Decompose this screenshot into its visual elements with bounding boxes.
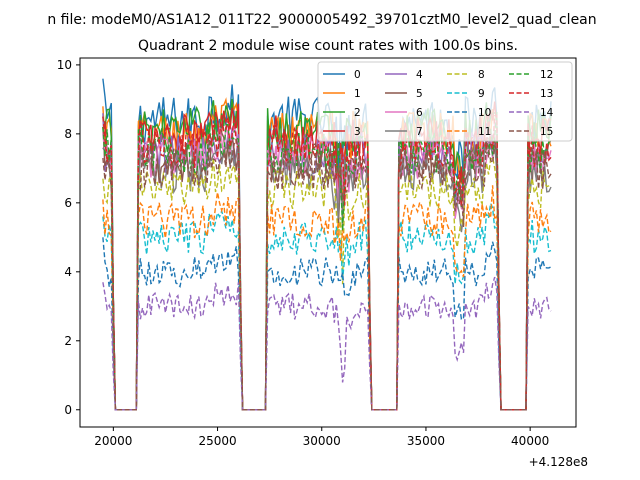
x-tick-label: 40000	[511, 434, 549, 448]
y-tick-label: 8	[64, 127, 72, 141]
y-tick-label: 6	[64, 196, 72, 210]
legend-label-5: 5	[416, 88, 423, 100]
series-line-10	[102, 237, 552, 411]
legend-box	[317, 61, 573, 142]
legend-label-3: 3	[354, 126, 361, 138]
legend-label-12: 12	[540, 69, 553, 81]
legend-label-8: 8	[478, 69, 485, 81]
chart-title: Quadrant 2 module wise count rates with …	[138, 38, 518, 54]
legend-label-15: 15	[540, 126, 553, 138]
series-line-9	[102, 200, 552, 411]
legend-label-9: 9	[478, 88, 485, 100]
series-line-14	[102, 276, 552, 411]
legend-label-4: 4	[416, 69, 423, 81]
legend-label-0: 0	[354, 69, 361, 81]
y-axis: 0 2 4 6 8 10	[57, 58, 80, 417]
legend-label-10: 10	[478, 107, 491, 119]
series-line-8	[102, 155, 552, 411]
y-tick-label: 4	[64, 265, 72, 279]
suptitle: n file: modeM0/AS1A12_011T22_9000005492_…	[47, 12, 596, 28]
y-tick-label: 10	[57, 58, 72, 72]
x-tick-label: 20000	[94, 434, 132, 448]
legend-label-6: 6	[416, 107, 423, 119]
series-line-11	[102, 185, 552, 411]
x-offset-label: +4.128e8	[529, 455, 588, 469]
x-axis: 20000 25000 30000 35000 40000	[94, 427, 549, 448]
y-tick-label: 2	[64, 334, 72, 348]
series-line-13	[102, 112, 552, 411]
series-line-12	[102, 111, 552, 411]
legend-label-2: 2	[354, 107, 361, 119]
legend-label-13: 13	[540, 88, 553, 100]
series-line-15	[102, 138, 552, 411]
x-tick-label: 25000	[198, 434, 236, 448]
plot-area-frame	[79, 57, 577, 428]
legend-label-14: 14	[540, 107, 554, 119]
x-tick-label: 35000	[407, 434, 445, 448]
legend-label-7: 7	[416, 126, 423, 138]
legend-label-11: 11	[478, 126, 491, 138]
x-tick-label: 30000	[303, 434, 341, 448]
y-tick-label: 0	[64, 403, 72, 417]
legend-label-1: 1	[354, 88, 361, 100]
